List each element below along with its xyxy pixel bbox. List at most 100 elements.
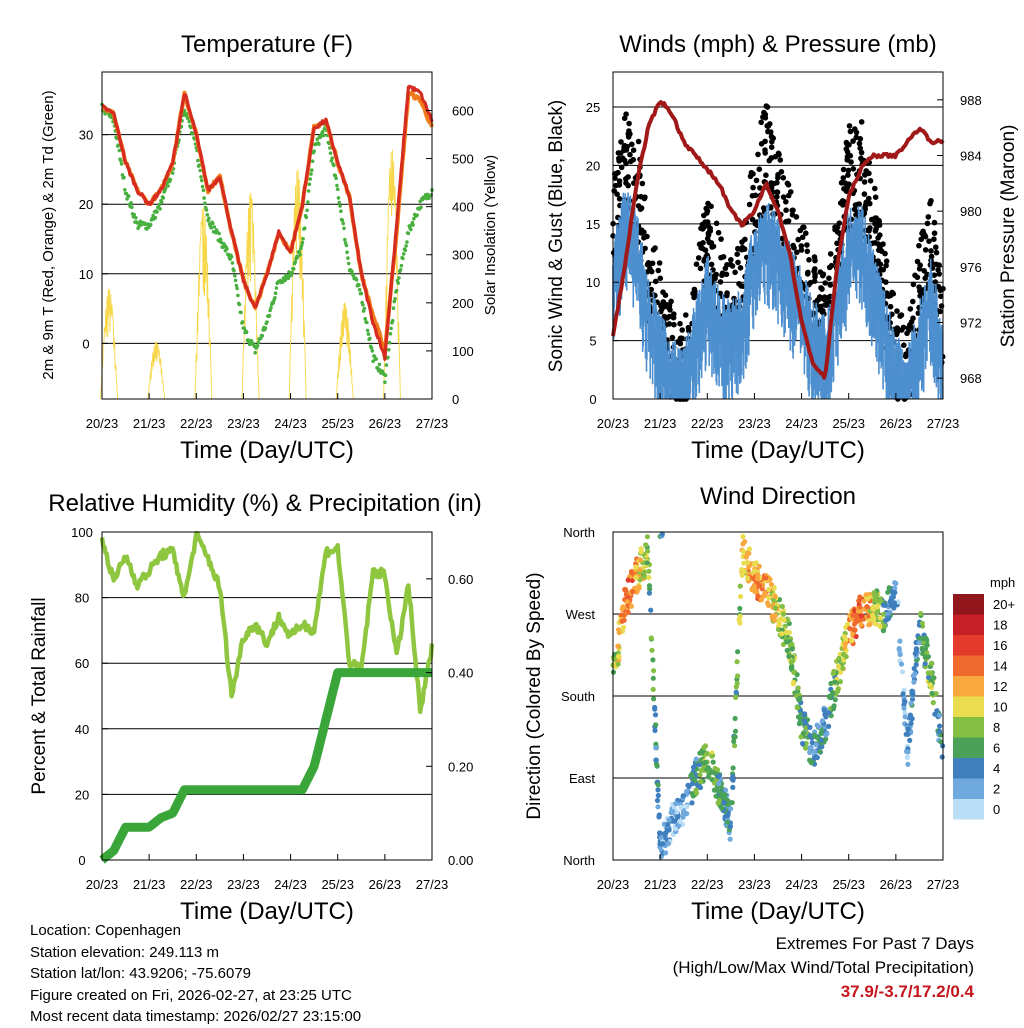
x-tick-label: 24/23 — [785, 877, 818, 892]
dewpoint-point — [401, 252, 406, 256]
direction-point — [932, 711, 938, 717]
gust-point — [768, 144, 775, 150]
timestamp-text: Most recent data timestamp: 2026/02/27 2… — [30, 1008, 362, 1025]
direction-point — [800, 740, 806, 747]
direction-point — [731, 738, 737, 745]
y2-tick-label: 600 — [452, 103, 474, 118]
gust-point — [845, 172, 851, 178]
direction-point — [900, 669, 906, 675]
temperature-panel: Temperature (F) 20/23 21/23 22/23 23/23 24/2… — [40, 31, 499, 464]
gust-point — [718, 236, 724, 242]
direction-point — [734, 659, 740, 665]
direction-point — [624, 599, 631, 605]
gust-point — [780, 194, 787, 200]
gust-point — [756, 166, 763, 172]
gust-point — [729, 263, 736, 269]
humidity-plot-frame — [101, 531, 433, 861]
dewpoint-point — [233, 273, 237, 278]
direction-point — [646, 574, 652, 581]
gust-point — [778, 169, 785, 175]
gust-point — [613, 170, 619, 177]
direction-point — [643, 542, 649, 548]
direction-point — [689, 800, 695, 806]
gust-point — [883, 258, 890, 265]
direction-point — [881, 611, 887, 617]
gust-point — [724, 290, 730, 296]
dewpoint-point — [301, 237, 305, 241]
direction-point — [652, 712, 659, 718]
dewpoint-point — [321, 133, 326, 138]
gust-point — [626, 128, 632, 134]
legend-swatch — [953, 676, 984, 697]
direction-point — [645, 548, 651, 554]
dewpoint-point — [351, 273, 356, 278]
gust-point — [916, 242, 922, 249]
dewpoint-point — [234, 283, 239, 288]
direction-point — [756, 563, 762, 569]
gust-point — [820, 272, 826, 279]
direction-point — [677, 818, 683, 824]
dewpoint-point — [397, 276, 401, 280]
direction-point — [755, 593, 761, 599]
direction-point — [840, 665, 846, 671]
dewpoint-point — [406, 231, 411, 236]
gust-point — [928, 198, 934, 204]
gust-point — [912, 272, 918, 279]
direction-point — [813, 754, 819, 760]
dewpoint-point — [370, 349, 375, 353]
dewpoint-point — [298, 252, 302, 257]
gust-point — [656, 260, 663, 266]
gust-point — [666, 321, 673, 327]
direction-point — [651, 696, 657, 702]
dewpoint-point — [237, 302, 242, 307]
y-tick-label: 20 — [586, 158, 600, 173]
gust-point — [612, 175, 618, 181]
y-tick-label: 10 — [586, 275, 600, 290]
gust-point — [847, 152, 854, 159]
dewpoint-point — [205, 213, 210, 217]
gust-point — [655, 267, 662, 274]
direction-point — [656, 812, 662, 818]
y2-tick-label: 500 — [452, 152, 474, 167]
gust-point — [704, 235, 711, 242]
dewpoint-point — [211, 221, 215, 226]
gust-point — [728, 257, 734, 263]
direction-point — [715, 774, 721, 780]
dewpoint-point — [283, 278, 287, 283]
direction-point — [684, 804, 690, 810]
direction-point — [908, 720, 914, 726]
dewpoint-point — [366, 332, 371, 336]
gust-point — [662, 292, 669, 299]
direction-point — [685, 782, 691, 788]
temperature-ylabel: 2m & 9m T (Red, Orange) & 2m Td (Green) — [40, 90, 57, 379]
legend-swatch — [953, 737, 984, 758]
direction-point — [636, 585, 642, 591]
direction-point — [911, 665, 917, 672]
y-tick-label: 60 — [75, 656, 89, 671]
x-tick-label: 27/23 — [416, 877, 449, 892]
gust-point — [876, 247, 882, 253]
x-tick-label: 24/23 — [274, 877, 307, 892]
direction-point — [697, 750, 703, 756]
dewpoint-point — [168, 177, 173, 182]
direction-point — [802, 718, 808, 724]
gust-point — [626, 120, 632, 127]
direction-point — [737, 583, 743, 589]
dewpoint-point — [130, 205, 134, 209]
gust-point — [798, 243, 805, 249]
x-tick-label: 25/23 — [321, 877, 354, 892]
direction-point — [619, 618, 625, 624]
temperature-series — [100, 84, 434, 385]
dewpoint-point — [129, 201, 133, 205]
gust-point — [657, 275, 664, 282]
gust-point — [867, 225, 873, 231]
direction-point — [784, 647, 790, 654]
gust-point — [804, 248, 811, 255]
direction-point — [939, 754, 945, 760]
direction-point — [907, 737, 913, 744]
direction-point — [835, 688, 841, 694]
gust-point — [894, 308, 900, 314]
direction-point — [885, 589, 891, 595]
direction-point — [789, 646, 795, 652]
solar-day-trace — [100, 288, 119, 400]
